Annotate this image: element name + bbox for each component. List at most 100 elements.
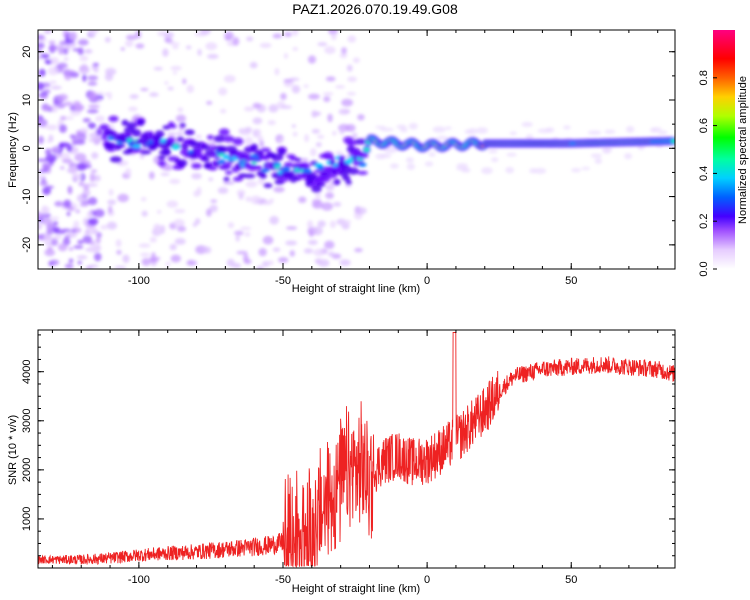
noise-blob [39,53,50,59]
trace-blob [260,147,271,153]
noise-blob [227,222,235,229]
noise-blob [75,133,87,142]
noise-blob [83,232,93,236]
spec-ytick-label: -10 [21,189,33,205]
noise-blob [291,124,296,128]
noise-blob [141,210,148,217]
noise-blob [68,258,74,264]
noise-blob [57,243,68,252]
noise-blob [148,171,155,180]
colorbar-tick-label: 0.4 [698,166,710,181]
noise-blob [38,82,45,91]
faint-blob [581,166,591,170]
noise-blob [60,116,67,121]
noise-blob [175,114,187,123]
snr-ytick-label: 1000 [21,507,33,531]
faint-blob [444,126,452,130]
trace-blob [109,156,122,163]
noise-blob [269,215,279,225]
trace-blob [105,142,117,149]
noise-blob [38,135,45,145]
faint-blob [379,127,394,132]
noise-blob [341,47,347,55]
noise-blob [53,220,59,226]
trace-hot [274,165,280,169]
noise-blob [329,220,336,229]
noise-blob [346,64,353,72]
noise-blob [42,186,51,196]
noise-blob [128,106,138,112]
noise-blob [177,107,184,113]
noise-blob [41,105,54,111]
noise-blob [239,226,252,231]
faint-blob [375,153,386,160]
noise-blob [49,147,60,152]
noise-blob [335,150,344,156]
noise-blob [38,114,43,122]
noise-blob [151,252,156,259]
trace-blob [345,179,352,185]
noise-blob [191,172,202,180]
noise-blob [40,213,52,218]
faint-blob [491,157,499,162]
faint-blob [533,168,547,174]
noise-blob [160,224,166,234]
noise-blob [68,31,78,41]
noise-blob [351,132,358,140]
trace-blob [140,149,152,155]
noise-blob [332,130,337,136]
trace-blob [108,115,119,122]
trace-blob [278,148,286,156]
noise-blob [252,117,263,125]
noise-blob [209,204,218,213]
noise-blob [166,200,179,208]
trace-blob [223,176,230,182]
trace-blob [147,130,154,139]
noise-blob [322,92,334,96]
noise-blob [50,238,59,246]
noise-blob [257,178,266,185]
noise-blob [324,240,335,250]
noise-blob [87,217,99,226]
noise-blob [76,194,85,203]
noise-blob [309,148,317,157]
trace-blob [221,162,232,170]
noise-blob [96,128,103,136]
trace-core [273,162,282,167]
noise-blob [77,239,84,245]
noise-blob [339,52,348,59]
noise-blob [117,193,129,203]
faint-blob [505,167,515,174]
trace-blob [346,140,356,146]
noise-blob [245,196,252,202]
noise-blob [200,30,211,36]
noise-blob [174,238,186,245]
noise-blob [45,148,52,156]
noise-blob [82,235,92,244]
noise-blob [155,225,162,234]
noise-blob [64,263,74,269]
trace-blob [333,178,341,185]
faint-blob [432,126,446,133]
faint-blob [396,124,407,130]
noise-blob [280,92,287,101]
faint-blob [594,158,603,164]
noise-blob [73,100,81,106]
noise-blob [86,48,91,53]
noise-blob [266,260,275,266]
faint-blob [476,127,488,134]
noise-blob [345,184,352,188]
noise-blob [169,243,177,251]
trace-blob [243,173,256,179]
trace-blob [100,135,108,141]
noise-blob [50,259,60,266]
noise-blob [194,218,201,225]
colorbar-tick-label: 0.2 [698,214,710,229]
noise-blob [57,62,68,69]
noise-blob [138,243,151,248]
noise-blob [67,187,73,195]
noise-blob [205,42,218,51]
noise-blob [352,57,360,64]
noise-blob [38,211,43,221]
